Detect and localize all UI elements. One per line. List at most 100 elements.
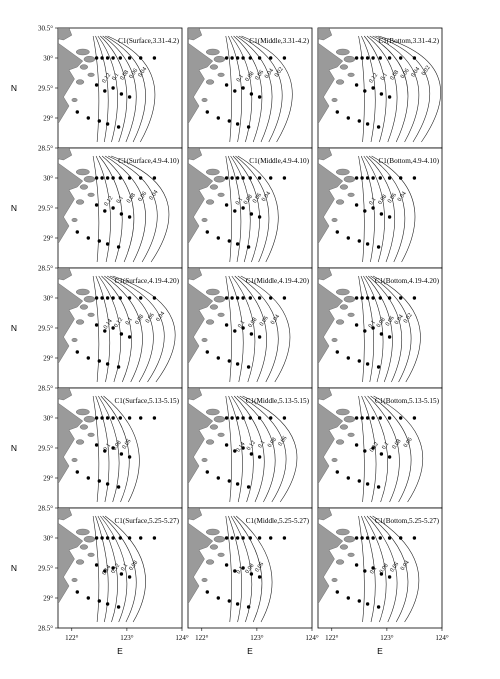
station-point — [354, 296, 359, 300]
station-point — [387, 296, 392, 300]
station-point — [119, 452, 124, 456]
island-5 — [335, 319, 345, 325]
station-point — [257, 536, 262, 540]
island-2 — [83, 56, 96, 63]
contour-line — [104, 515, 146, 623]
station-point — [216, 236, 220, 240]
land-north — [58, 148, 73, 161]
island-4 — [347, 552, 355, 557]
contour-line — [104, 35, 146, 143]
land-mainland — [318, 402, 344, 485]
station-point — [105, 416, 110, 420]
contour-label: 0.14 — [103, 318, 114, 330]
station-point — [235, 482, 240, 486]
contour-label: 0.06 — [385, 315, 396, 327]
island-2 — [343, 175, 356, 183]
station-point — [241, 206, 245, 210]
station-point — [111, 56, 115, 60]
y-tick-label: 29.5° — [38, 205, 53, 213]
island-3 — [339, 424, 348, 430]
station-point — [111, 566, 115, 570]
station-point — [105, 482, 110, 486]
contour-lines — [225, 515, 273, 623]
station-point — [94, 203, 99, 207]
station-point — [111, 536, 115, 540]
station-point — [119, 332, 124, 336]
station-point — [387, 56, 392, 60]
station-point — [387, 536, 392, 540]
island-5 — [335, 79, 345, 85]
island-3 — [79, 304, 88, 310]
station-point — [357, 359, 361, 363]
station-point — [354, 323, 359, 327]
station-point — [230, 416, 234, 420]
panel-frame — [317, 27, 443, 149]
station-point — [216, 596, 220, 600]
station-point — [257, 56, 262, 60]
contour-line — [92, 35, 100, 143]
island-3 — [339, 544, 348, 550]
station-point — [269, 296, 273, 300]
panel-frame — [57, 27, 183, 149]
station-point — [227, 119, 231, 123]
station-point — [127, 455, 132, 459]
station-point — [363, 89, 367, 93]
contour-line — [367, 395, 400, 503]
panel-title: C1(Bottom,5.13-5.15) — [375, 397, 440, 405]
contour-line — [228, 395, 243, 503]
station-point — [282, 416, 287, 420]
station-point — [235, 176, 240, 180]
island-5 — [75, 79, 85, 85]
contour-line — [366, 515, 398, 623]
contour-line — [237, 155, 279, 263]
contour-line — [101, 155, 135, 263]
station-point — [354, 563, 359, 567]
contour-label: 0.02 — [403, 312, 414, 324]
island-6 — [201, 217, 208, 222]
contour-line — [92, 275, 100, 383]
station-point — [127, 575, 132, 579]
station-point — [127, 176, 132, 180]
station-point — [365, 122, 370, 126]
station-point — [224, 323, 229, 327]
island-5 — [205, 439, 215, 445]
station-point — [376, 485, 381, 489]
island-2 — [343, 416, 356, 423]
station-point — [412, 56, 417, 60]
station-point — [94, 83, 99, 87]
station-point — [111, 416, 115, 420]
x-tick-label: 123° — [380, 634, 394, 642]
land-north — [318, 28, 333, 41]
land-north — [318, 508, 333, 521]
station-point — [152, 296, 157, 300]
y-tick-label: 28.5° — [38, 145, 53, 153]
contour-label: 0.04 — [264, 68, 275, 80]
contour-line — [372, 35, 420, 143]
contour-label: 0.08 — [243, 194, 254, 206]
contour-line — [97, 35, 118, 143]
station-point — [127, 536, 132, 540]
station-point — [371, 536, 375, 540]
land-mainland — [188, 522, 214, 605]
island-3 — [209, 544, 218, 550]
panel-plot-area: 0.1 0.080.06 — [58, 388, 157, 503]
land-north — [58, 388, 73, 401]
island-4 — [87, 72, 95, 77]
station-point — [399, 176, 403, 180]
land-north — [58, 508, 73, 521]
station-point — [233, 449, 237, 453]
station-point — [139, 296, 143, 300]
contour-line — [95, 35, 109, 143]
station-point — [257, 575, 262, 579]
island-6 — [331, 458, 338, 463]
island-5 — [335, 559, 345, 565]
contour-label: 0.08 — [245, 71, 256, 83]
station-point — [127, 416, 132, 420]
station-point — [139, 416, 143, 420]
station-point — [94, 56, 99, 60]
station-point — [360, 296, 364, 300]
